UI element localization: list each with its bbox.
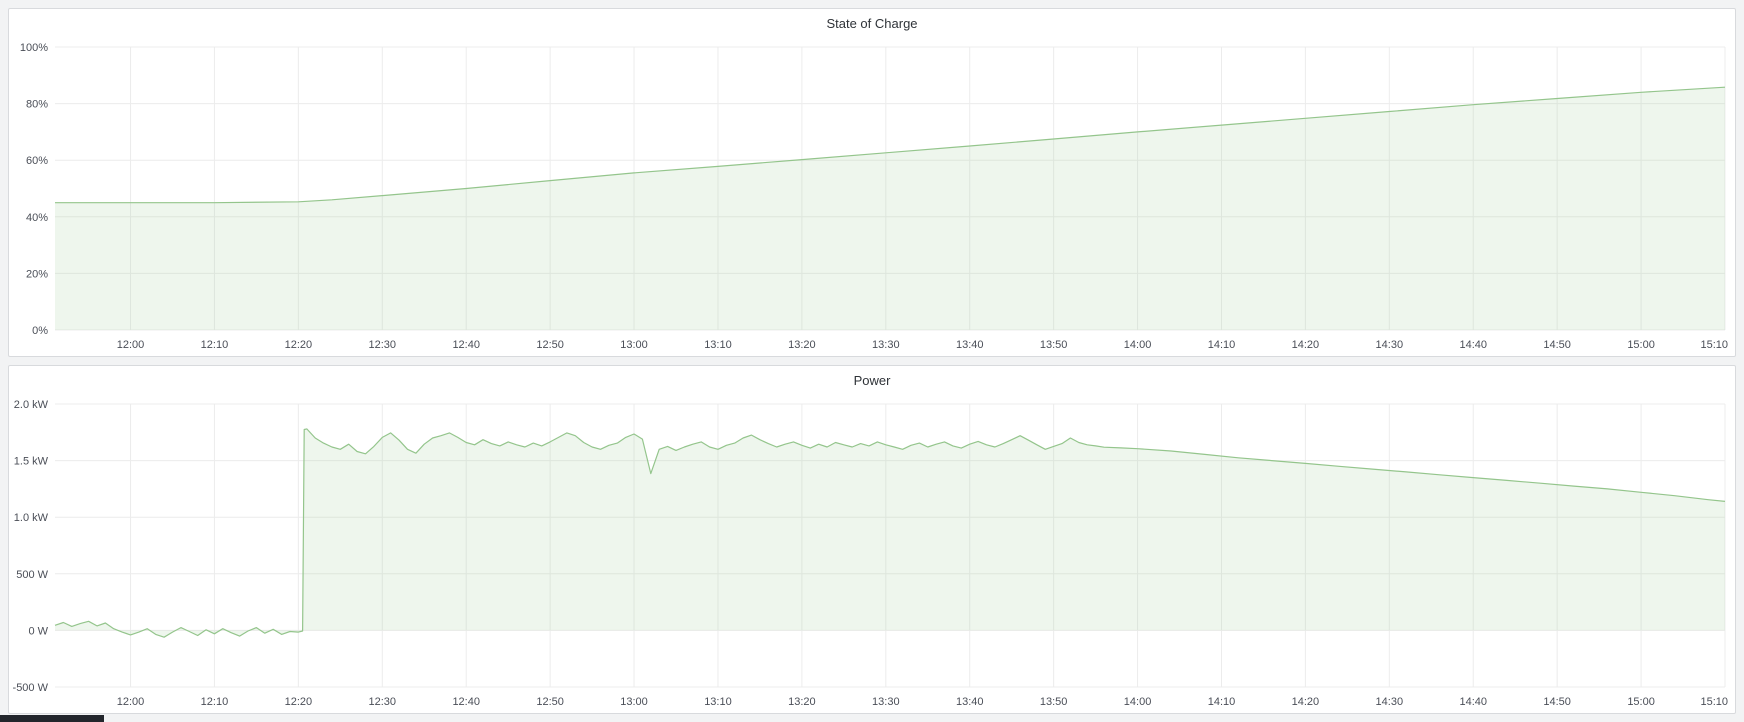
power-chart[interactable]: -500 W 0 W 500 W 1.0 kW 1.5 kW 2.0 kW 12:00 12:… [9, 396, 1735, 713]
svg-text:60%: 60% [26, 155, 48, 167]
svg-text:12:10: 12:10 [201, 696, 229, 708]
svg-text:13:50: 13:50 [1040, 339, 1068, 351]
svg-text:100%: 100% [20, 42, 48, 54]
svg-text:14:50: 14:50 [1543, 339, 1571, 351]
svg-text:13:10: 13:10 [704, 339, 732, 351]
svg-text:0%: 0% [32, 325, 48, 337]
svg-text:0 W: 0 W [28, 625, 48, 637]
svg-text:14:30: 14:30 [1376, 339, 1404, 351]
svg-text:14:20: 14:20 [1292, 696, 1320, 708]
svg-text:20%: 20% [26, 268, 48, 280]
svg-text:1.0 kW: 1.0 kW [14, 512, 49, 524]
svg-text:15:00: 15:00 [1627, 339, 1655, 351]
panel-title-power[interactable]: Power [853, 373, 891, 388]
svg-text:13:10: 13:10 [704, 696, 732, 708]
svg-text:13:30: 13:30 [872, 696, 900, 708]
svg-text:12:00: 12:00 [117, 339, 145, 351]
svg-text:13:20: 13:20 [788, 339, 816, 351]
panel-title-state-of-charge[interactable]: State of Charge [826, 16, 918, 31]
svg-text:14:00: 14:00 [1124, 696, 1152, 708]
svg-text:14:10: 14:10 [1208, 696, 1236, 708]
svg-text:12:10: 12:10 [201, 339, 229, 351]
state-of-charge-chart[interactable]: 0% 20% 40% 60% 80% 100% 12:00 12:10 12:20 12:30 12… [9, 39, 1735, 356]
svg-text:15:10: 15:10 [1700, 339, 1728, 351]
svg-text:13:40: 13:40 [956, 696, 984, 708]
svg-text:13:30: 13:30 [872, 339, 900, 351]
svg-text:12:30: 12:30 [369, 339, 397, 351]
svg-text:12:30: 12:30 [369, 696, 397, 708]
svg-text:500 W: 500 W [16, 569, 48, 581]
svg-text:15:00: 15:00 [1627, 696, 1655, 708]
svg-text:12:40: 12:40 [452, 339, 480, 351]
svg-text:2.0 kW: 2.0 kW [14, 399, 49, 411]
svg-text:14:20: 14:20 [1292, 339, 1320, 351]
svg-text:15:10: 15:10 [1700, 696, 1728, 708]
svg-text:13:00: 13:00 [620, 339, 648, 351]
svg-text:14:30: 14:30 [1376, 696, 1404, 708]
svg-text:14:40: 14:40 [1459, 696, 1487, 708]
svg-text:14:10: 14:10 [1208, 339, 1236, 351]
svg-text:14:50: 14:50 [1543, 696, 1571, 708]
cutoff-ui-fragment-bottom-left [0, 715, 104, 722]
svg-text:13:20: 13:20 [788, 696, 816, 708]
svg-text:13:40: 13:40 [956, 339, 984, 351]
svg-text:40%: 40% [26, 212, 48, 224]
svg-text:80%: 80% [26, 99, 48, 111]
svg-text:12:00: 12:00 [117, 696, 145, 708]
svg-text:12:20: 12:20 [285, 696, 313, 708]
svg-text:14:00: 14:00 [1124, 339, 1152, 351]
panel-power: Power -500 W 0 W 500 W 1.0 kW 1.5 kW 2.0 kW 12… [8, 365, 1736, 714]
svg-text:12:50: 12:50 [536, 339, 564, 351]
svg-text:13:50: 13:50 [1040, 696, 1068, 708]
svg-text:13:00: 13:00 [620, 696, 648, 708]
svg-text:-500 W: -500 W [13, 682, 49, 694]
panel-state-of-charge: State of Charge 0% 20% 40% 60% 80% 100% 12:00 1… [8, 8, 1736, 357]
svg-text:1.5 kW: 1.5 kW [14, 456, 49, 468]
svg-text:12:40: 12:40 [452, 696, 480, 708]
svg-text:12:50: 12:50 [536, 696, 564, 708]
svg-text:12:20: 12:20 [285, 339, 313, 351]
svg-text:14:40: 14:40 [1459, 339, 1487, 351]
